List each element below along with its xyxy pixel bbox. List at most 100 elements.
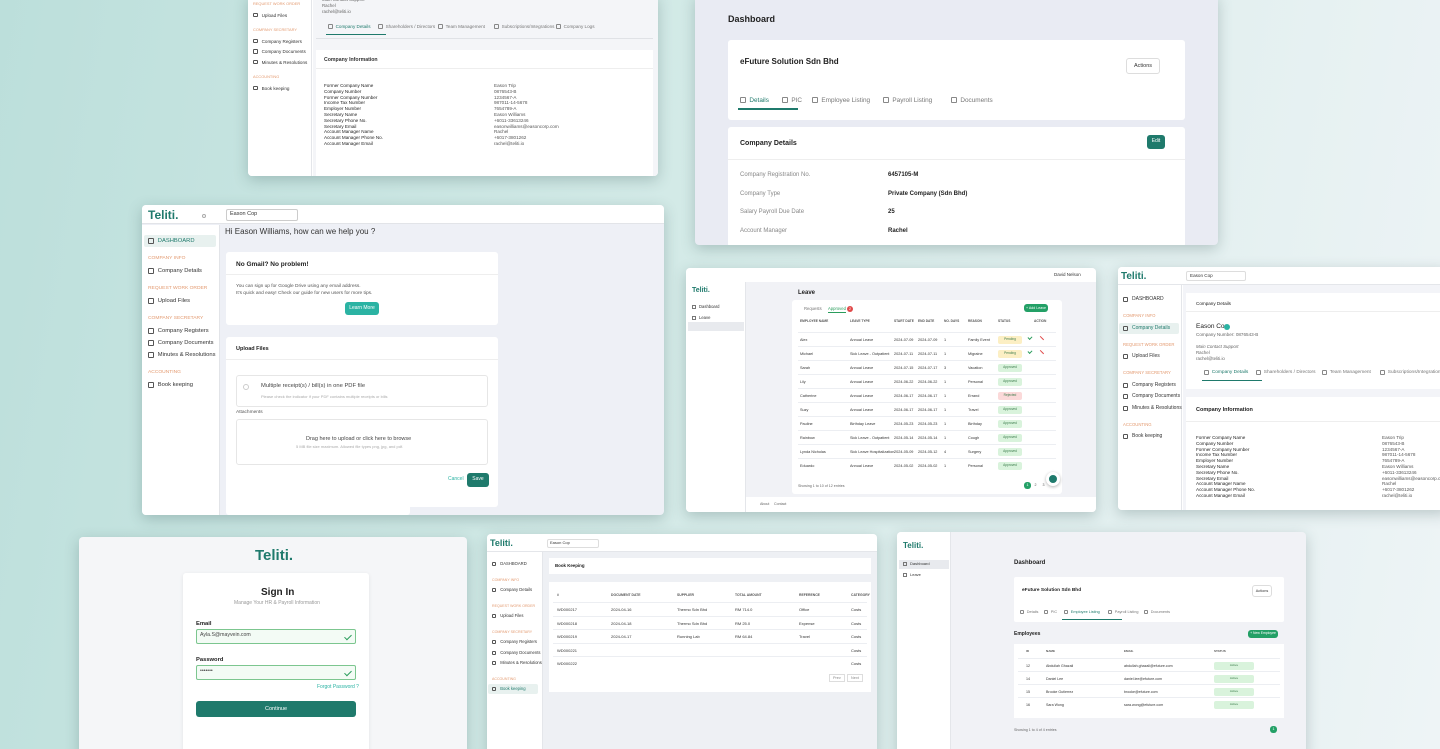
page-button[interactable]: 1: [1024, 482, 1031, 489]
approve-icon[interactable]: [1027, 335, 1033, 340]
nav-item[interactable]: DASHBOARD: [500, 561, 527, 566]
company-select[interactable]: [226, 209, 298, 221]
screen: Teliti. Eason Cop DASHBOARD COMPANY INFO Com…: [1118, 267, 1440, 510]
button[interactable]: Edit: [1147, 135, 1165, 149]
tab[interactable]: Details: [1026, 610, 1039, 614]
cell: Daniel Lee: [1046, 677, 1064, 681]
pager[interactable]: Next: [847, 674, 863, 683]
nav-item[interactable]: Company Details: [1132, 324, 1171, 331]
nav-item[interactable]: Dashboard: [910, 561, 930, 566]
dropzone[interactable]: [236, 419, 488, 465]
tab[interactable]: Details: [749, 97, 769, 104]
nav-item[interactable]: Company Documents: [500, 649, 541, 655]
cancel-link[interactable]: Cancel: [448, 476, 464, 482]
cell: 2024-07-15: [894, 366, 914, 370]
nav-item[interactable]: Company Documents: [261, 49, 306, 54]
tab[interactable]: Shareholders / Directors: [1263, 370, 1316, 375]
button[interactable]: + New Employee: [1248, 630, 1278, 638]
button[interactable]: + Add Leave: [1024, 304, 1048, 312]
tab[interactable]: Requests: [804, 306, 822, 311]
row-divider: [553, 629, 867, 631]
button[interactable]: Actions: [1126, 58, 1160, 74]
page-button[interactable]: 1: [1270, 726, 1277, 733]
input[interactable]: [196, 629, 356, 644]
tab[interactable]: Company Details: [1211, 370, 1249, 375]
approve-icon[interactable]: [1027, 349, 1033, 354]
reject-icon[interactable]: [1036, 335, 1045, 344]
column-header: NAME: [1046, 649, 1055, 653]
nav-item[interactable]: Company Registers: [500, 639, 537, 644]
company-select[interactable]: [1186, 271, 1246, 281]
nav-item[interactable]: Leave: [910, 572, 921, 577]
nav-item[interactable]: Book keeping: [1132, 433, 1163, 439]
nav-item[interactable]: Company Registers: [157, 328, 209, 334]
nav-item[interactable]: DASHBOARD: [1132, 296, 1164, 302]
nav-item[interactable]: Minutes & Resolutions: [261, 59, 308, 65]
column-header: CATEGORY: [851, 593, 870, 597]
tab[interactable]: PIC: [791, 97, 803, 104]
page-button[interactable]: 3: [1042, 483, 1045, 488]
tab[interactable]: Payroll Listing: [892, 97, 933, 104]
tab[interactable]: Employee Listing: [821, 97, 871, 104]
tab[interactable]: Documents: [1150, 610, 1171, 614]
reject-icon[interactable]: [1036, 349, 1045, 358]
column-header: REFERENCE: [799, 593, 820, 597]
nav-item[interactable]: Dashboard: [699, 304, 720, 309]
nav-item[interactable]: Minutes & Resolutions: [157, 352, 216, 358]
info-card: [316, 50, 653, 176]
pager[interactable]: Prev: [829, 674, 845, 683]
company-select[interactable]: [547, 539, 599, 548]
nav-item[interactable]: Minutes & Resolutions: [500, 660, 542, 665]
page-button[interactable]: 2: [1034, 483, 1037, 488]
nav-item[interactable]: Upload Files: [261, 12, 288, 18]
tab[interactable]: Subscriptions/Integrations: [1387, 370, 1440, 375]
nav-header: COMPANY SECRETARY: [492, 629, 533, 634]
field-value: 1234567-A: [494, 94, 517, 100]
tab[interactable]: Approved: [828, 306, 846, 313]
tab[interactable]: Company Details: [335, 24, 371, 29]
nav-item[interactable]: Book keeping: [261, 85, 290, 91]
tab[interactable]: Subscriptions/Integrations: [501, 24, 555, 29]
field-value: 6457105-M: [888, 172, 919, 178]
nav-item[interactable]: Company Documents: [1132, 393, 1181, 399]
tab[interactable]: Employee Listing: [1070, 610, 1100, 614]
nav-item[interactable]: Company Details: [157, 268, 202, 274]
button[interactable]: Learn More: [345, 302, 379, 315]
footer-link[interactable]: About: [760, 502, 770, 506]
tab[interactable]: Documents: [960, 97, 993, 104]
nav-item[interactable]: Minutes & Resolutions: [1132, 404, 1182, 411]
select-value: Eason Cop: [550, 540, 570, 545]
nav-item[interactable]: Book keeping: [157, 382, 193, 388]
nav-item[interactable]: Company Details: [500, 587, 533, 592]
forgot-link[interactable]: Forgot Password ?: [317, 684, 359, 690]
input[interactable]: [196, 665, 356, 680]
nav-item[interactable]: Company Documents: [157, 340, 214, 346]
nav-icon: [903, 573, 907, 577]
tab[interactable]: Company Logs: [563, 24, 595, 29]
nav-item[interactable]: Upload Files: [1132, 353, 1160, 359]
button[interactable]: Save: [467, 473, 489, 487]
nav-item[interactable]: Leave: [699, 315, 711, 320]
tab[interactable]: PIC: [1050, 610, 1058, 614]
nav-item[interactable]: Upload Files: [157, 298, 191, 304]
nav-item[interactable]: DASHBOARD: [157, 238, 195, 244]
field-label: Former Company Number: [1196, 446, 1250, 452]
nav-item[interactable]: Book keeping: [500, 686, 526, 691]
row-divider: [1018, 671, 1280, 673]
tab[interactable]: Payroll Listing: [1114, 610, 1139, 614]
field-label: Account Manager Phone No.: [1196, 487, 1255, 493]
button[interactable]: Continue: [196, 701, 356, 717]
cell: 2024-05-14: [894, 436, 914, 440]
fab[interactable]: [1046, 472, 1060, 486]
showing-text: Showing 1 to 10 of 12 entries: [798, 484, 845, 488]
tab[interactable]: Team Management: [445, 24, 485, 29]
cell: daniel.lee@efuture.com: [1124, 677, 1163, 681]
tab[interactable]: Team Management: [1329, 370, 1371, 375]
nav-item[interactable]: Company Registers: [261, 38, 302, 44]
nav-item[interactable]: Company Registers: [1132, 381, 1176, 388]
button[interactable]: Actions: [1252, 585, 1272, 597]
nav-item[interactable]: Upload Files: [500, 613, 524, 618]
footer-link[interactable]: Contact: [774, 502, 787, 506]
tab[interactable]: Shareholders / Directors: [385, 24, 436, 29]
cell: 2024-05-09: [894, 450, 914, 454]
